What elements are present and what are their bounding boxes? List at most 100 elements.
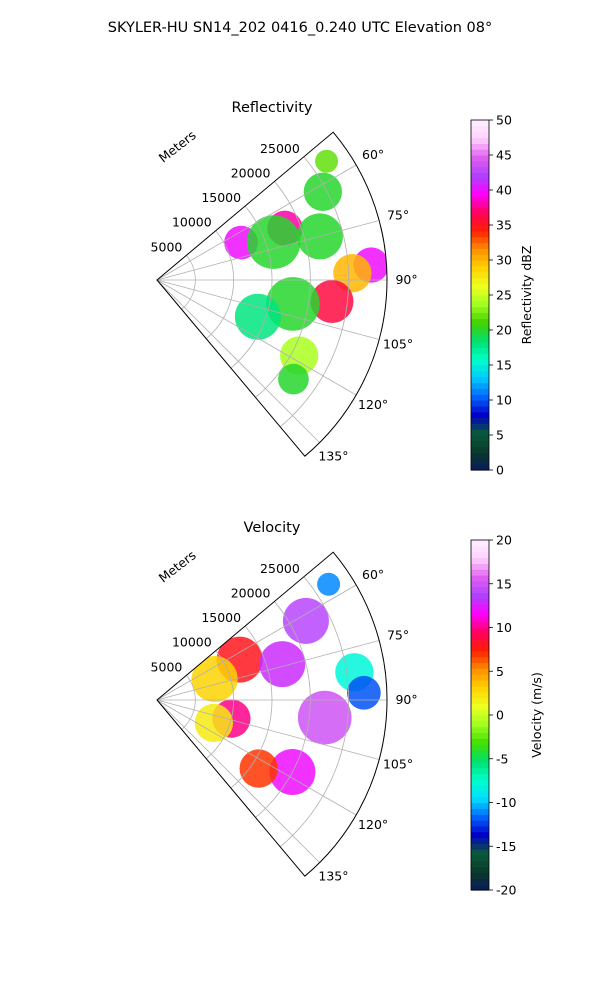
- colorbar-band: [471, 697, 489, 704]
- reflectivity-echo-field: [224, 149, 387, 395]
- colorbar-band: [471, 615, 489, 623]
- colorbar-band: [471, 160, 489, 168]
- colorbar-tick-label: 50: [496, 113, 512, 128]
- colorbar-band: [471, 324, 489, 331]
- velocity-polar-axes: 5000 10000 15000 20000 25000 60° 75° 90° 105° 120…: [151, 551, 418, 883]
- echo-cell: [317, 572, 341, 596]
- colorbar-band: [471, 551, 489, 559]
- colorbar-band: [471, 563, 489, 570]
- colorbar-band: [471, 190, 489, 197]
- colorbar-band: [471, 347, 489, 354]
- colorbar-band: [471, 400, 489, 407]
- range-ring: [279, 576, 350, 848]
- colorbar-band: [471, 557, 489, 564]
- echo-cell: [191, 656, 238, 703]
- colorbar-band: [471, 843, 489, 850]
- colorbar-band: [471, 230, 489, 238]
- colorbar-tick-label: 0: [496, 463, 504, 478]
- echo-cell: [234, 293, 281, 340]
- velocity-title: Velocity: [244, 520, 301, 536]
- colorbar-band: [471, 353, 489, 360]
- azimuth-tick-label: 105°: [383, 337, 413, 352]
- colorbar-band: [471, 417, 489, 424]
- colorbar-band: [471, 283, 489, 290]
- echo-cell: [278, 363, 309, 395]
- colorbar-band: [471, 691, 489, 699]
- colorbar-tick-label: 20: [496, 533, 512, 548]
- colorbar-band: [471, 744, 489, 751]
- colorbar-band: [471, 674, 489, 681]
- colorbar-band: [471, 592, 489, 599]
- colorbar-band: [471, 248, 489, 255]
- colorbar-tick-label: 20: [496, 323, 512, 338]
- colorbar-band: [471, 265, 489, 273]
- colorbar-band: [471, 802, 489, 809]
- colorbar-band: [471, 656, 489, 664]
- echo-cell: [194, 703, 234, 743]
- azimuth-gridline: [156, 640, 380, 701]
- colorbar-tick-label: 10: [496, 620, 512, 635]
- colorbar-band: [471, 207, 489, 214]
- colorbar-tick-label: 30: [496, 253, 512, 268]
- echo-cell: [259, 641, 306, 688]
- azimuth-tick-label: 120°: [358, 397, 388, 412]
- colorbar-band: [471, 184, 489, 191]
- colorbar-band: [471, 569, 489, 576]
- colorbar-band: [471, 849, 489, 856]
- colorbar-band: [471, 458, 489, 465]
- colorbar-band: [471, 446, 489, 454]
- colorbar-band: [471, 610, 489, 617]
- colorbar-band: [471, 808, 489, 815]
- colorbar-tick-label: 35: [496, 218, 512, 233]
- azimuth-gridline: [156, 699, 357, 816]
- colorbar-band: [471, 773, 489, 780]
- azimuth-tick-label: 135°: [318, 448, 348, 463]
- echo-layer: [191, 572, 381, 795]
- colorbar-band: [471, 575, 489, 582]
- azimuth-tick-label: 135°: [318, 868, 348, 883]
- range-tick-label: 5000: [151, 659, 183, 674]
- colorbar-tick-label: -20: [496, 883, 516, 898]
- colorbar-band: [471, 178, 489, 185]
- colorbar-band: [471, 621, 489, 629]
- echo-cell: [315, 149, 339, 173]
- colorbar-band: [471, 335, 489, 343]
- colorbar-band: [471, 627, 489, 634]
- colorbar-band: [471, 645, 489, 652]
- colorbar-band: [471, 831, 489, 839]
- reflectivity-colorbar-label: Reflectivity dBZ: [519, 246, 534, 345]
- colorbar-band: [471, 598, 489, 605]
- colorbar-band: [471, 143, 489, 150]
- colorbar-band: [471, 650, 489, 658]
- reflectivity-polar-axes: 5000 10000 15000 20000 25000 60° 75° 90° 105° 120…: [151, 131, 418, 463]
- colorbar-band: [471, 435, 489, 442]
- colorbar-band: [471, 580, 489, 588]
- azimuth-gridline: [156, 279, 357, 396]
- colorbar-band: [471, 330, 489, 337]
- colorbar-band: [471, 767, 489, 774]
- colorbar-band: [471, 860, 489, 868]
- colorbar-tick-label: -5: [496, 751, 508, 766]
- colorbar-band: [471, 405, 489, 413]
- colorbar-band: [471, 884, 489, 891]
- colorbar-tick-label: 10: [496, 393, 512, 408]
- range-ring: [206, 650, 235, 760]
- azimuth-gridline: [156, 220, 380, 281]
- colorbar-band: [471, 755, 489, 763]
- range-tick-label: 20000: [231, 165, 271, 180]
- azimuth-tick-label: 60°: [362, 147, 384, 162]
- echo-cell: [333, 254, 372, 293]
- colorbar-band: [471, 680, 489, 687]
- range-tick-label: 5000: [151, 239, 183, 254]
- colorbar-band: [471, 201, 489, 209]
- colorbar-band: [471, 382, 489, 389]
- azimuth-gridline: [156, 279, 380, 340]
- azimuth-gridline: [156, 699, 380, 760]
- colorbar-band: [471, 452, 489, 459]
- colorbar-band: [471, 685, 489, 693]
- colorbar-tick-label: -10: [496, 795, 516, 810]
- colorbar-band: [471, 120, 489, 127]
- reflectivity-title: Reflectivity: [232, 100, 313, 116]
- echo-cell: [310, 280, 354, 323]
- colorbar-band: [471, 586, 489, 594]
